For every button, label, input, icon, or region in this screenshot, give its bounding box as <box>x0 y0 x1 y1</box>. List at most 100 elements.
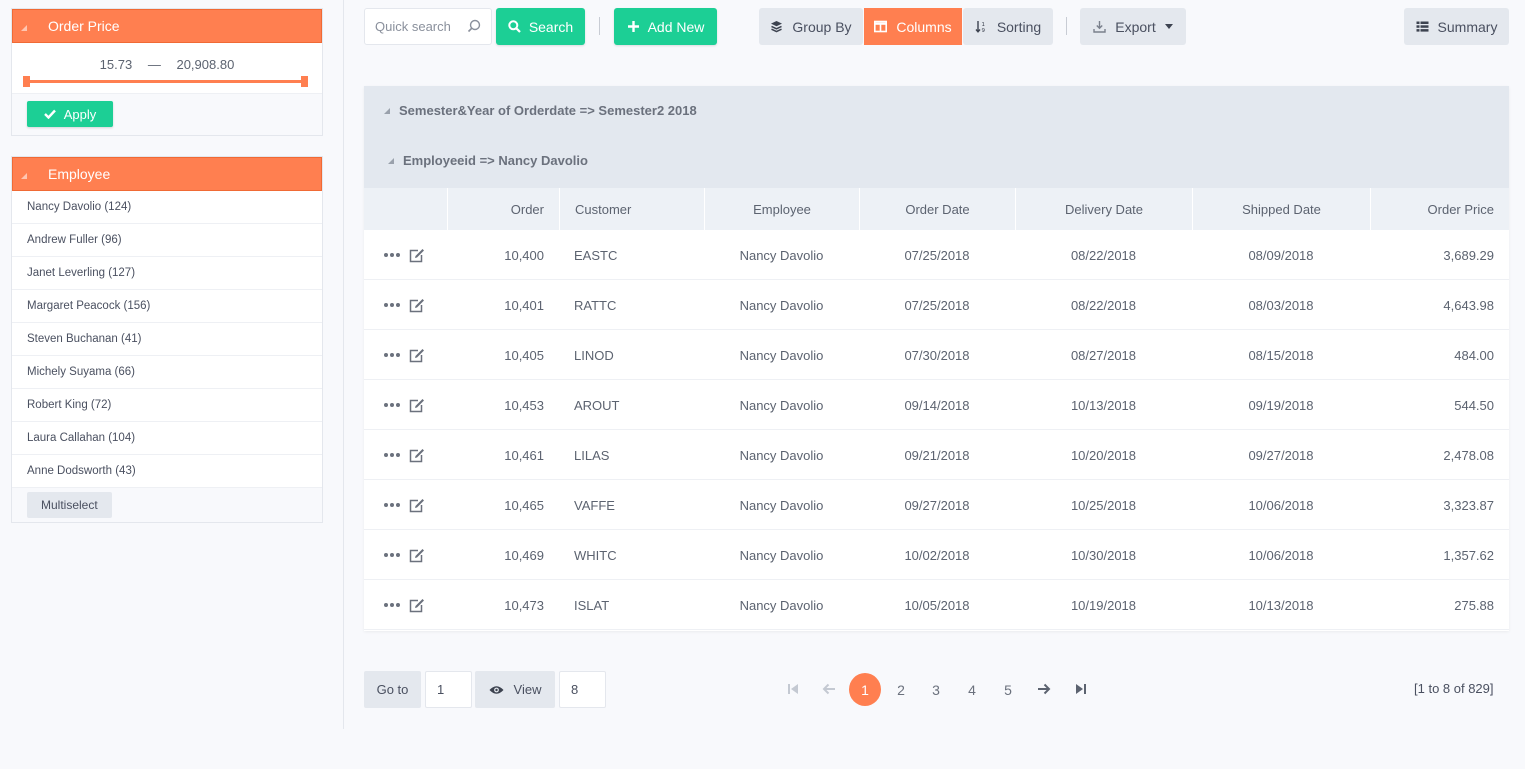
page-2-button[interactable]: 2 <box>897 681 905 698</box>
more-options-icon[interactable] <box>384 303 400 307</box>
edit-icon[interactable] <box>409 298 425 313</box>
goto-page-input[interactable]: 1 <box>425 671 472 708</box>
table-row[interactable]: 10,473 ISLAT Nancy Davolio 10/05/2018 10/19/… <box>364 580 1509 630</box>
page-size-input[interactable]: 8 <box>559 671 606 708</box>
table-row[interactable]: 10,400 EASTC Nancy Davolio 07/25/2018 08/22/… <box>364 230 1509 280</box>
customer-cell: ISLAT <box>574 597 610 613</box>
employee-item[interactable]: Steven Buchanan (41) <box>12 323 322 356</box>
column-header-order[interactable]: Order <box>447 188 559 230</box>
view-button-label: View <box>513 682 542 697</box>
row-tools-cell <box>364 530 447 580</box>
more-options-icon[interactable] <box>384 603 400 607</box>
employee-item[interactable]: Anne Dodsworth (43) <box>12 455 322 488</box>
employee-cell: Nancy Davolio <box>739 347 824 363</box>
apply-button[interactable]: Apply <box>27 101 113 127</box>
more-options-icon[interactable] <box>384 503 400 507</box>
column-header-customer[interactable]: Customer <box>559 188 704 230</box>
edit-icon[interactable] <box>409 548 425 563</box>
column-header-employee[interactable]: Employee <box>704 188 859 230</box>
order-cell: 10,405 <box>504 347 544 363</box>
search-icon[interactable] <box>467 19 481 33</box>
table-row[interactable]: 10,405 LINOD Nancy Davolio 07/30/2018 08/27/… <box>364 330 1509 380</box>
group-by-button[interactable]: Group By <box>759 8 863 45</box>
price-slider-track[interactable] <box>26 80 306 83</box>
edit-icon[interactable] <box>409 248 425 263</box>
price-slider-max-handle[interactable] <box>301 76 308 87</box>
page-1-button[interactable]: 1 <box>849 673 881 706</box>
order-date-cell: 07/25/2018 <box>904 247 970 263</box>
table-row[interactable]: 10,469 WHITC Nancy Davolio 10/02/2018 10/30/… <box>364 530 1509 580</box>
row-tools-cell <box>364 230 447 280</box>
download-icon <box>1093 21 1106 33</box>
employee-cell: Nancy Davolio <box>739 297 824 313</box>
multiselect-button[interactable]: Multiselect <box>27 492 112 518</box>
customer-cell: LINOD <box>574 347 614 363</box>
employee-item[interactable]: Laura Callahan (104) <box>12 422 322 455</box>
summary-button[interactable]: Summary <box>1404 8 1509 45</box>
next-page-icon[interactable] <box>1036 681 1052 697</box>
more-options-icon[interactable] <box>384 453 400 457</box>
page-3-button[interactable]: 3 <box>932 681 940 698</box>
column-header-order-date[interactable]: Order Date <box>859 188 1015 230</box>
collapse-triangle-icon[interactable] <box>21 173 27 179</box>
employee-filter-title: Employee <box>48 166 111 182</box>
collapse-triangle-icon[interactable] <box>388 157 394 164</box>
employee-item[interactable]: Michely Suyama (66) <box>12 356 322 389</box>
employee-item[interactable]: Margaret Peacock (156) <box>12 290 322 323</box>
group-header-semester-label: Semester&Year of Orderdate => Semester2 … <box>399 103 697 118</box>
table-row[interactable]: 10,461 LILAS Nancy Davolio 09/21/2018 10/20/… <box>364 430 1509 480</box>
employee-filter-header[interactable]: Employee <box>12 157 322 191</box>
export-dropdown[interactable]: Export <box>1080 8 1186 45</box>
order-price-filter-header[interactable]: Order Price <box>12 9 322 43</box>
columns-button[interactable]: Columns <box>864 8 962 45</box>
edit-icon[interactable] <box>409 448 425 463</box>
more-options-icon[interactable] <box>384 353 400 357</box>
more-options-icon[interactable] <box>384 253 400 257</box>
shipped-date-cell: 08/15/2018 <box>1248 347 1314 363</box>
employee-item[interactable]: Andrew Fuller (96) <box>12 224 322 257</box>
edit-icon[interactable] <box>409 598 425 613</box>
add-new-button[interactable]: Add New <box>614 8 717 45</box>
layers-icon <box>771 21 783 33</box>
page-5-button[interactable]: 5 <box>1004 681 1012 698</box>
employee-item[interactable]: Robert King (72) <box>12 389 322 422</box>
search-button[interactable]: Search <box>496 8 585 45</box>
table-row[interactable]: 10,465 VAFFE Nancy Davolio 09/27/2018 10/25/… <box>364 480 1509 530</box>
employee-cell: Nancy Davolio <box>739 497 824 513</box>
employee-item[interactable]: Janet Leverling (127) <box>12 257 322 290</box>
previous-page-icon[interactable] <box>821 681 837 697</box>
price-slider-min-handle[interactable] <box>23 76 30 87</box>
order-date-cell: 09/27/2018 <box>904 497 970 513</box>
order-cell: 10,469 <box>504 547 544 563</box>
add-new-button-label: Add New <box>647 18 705 35</box>
collapse-triangle-icon[interactable] <box>384 107 390 114</box>
edit-icon[interactable] <box>409 348 425 363</box>
edit-icon[interactable] <box>409 398 425 413</box>
shipped-date-cell: 08/09/2018 <box>1248 247 1314 263</box>
column-header-delivery-date[interactable]: Delivery Date <box>1015 188 1192 230</box>
employee-item[interactable]: Nancy Davolio (124) <box>12 191 322 224</box>
divider <box>12 93 322 94</box>
more-options-icon[interactable] <box>384 553 400 557</box>
more-options-icon[interactable] <box>384 403 400 407</box>
table-row[interactable]: 10,401 RATTC Nancy Davolio 07/25/2018 08/22/… <box>364 280 1509 330</box>
column-header-order-price[interactable]: Order Price <box>1370 188 1509 230</box>
quick-search-input[interactable]: Quick search <box>364 8 492 45</box>
edit-icon[interactable] <box>409 498 425 513</box>
group-header-employee[interactable]: Employeeid => Nancy Davolio <box>388 153 588 168</box>
order-price-filter-title: Order Price <box>48 18 120 34</box>
group-header-semester[interactable]: Semester&Year of Orderdate => Semester2 … <box>384 103 697 118</box>
order-cell: 10,453 <box>504 397 544 413</box>
group-header-band: Semester&Year of Orderdate => Semester2 … <box>364 86 1509 188</box>
goto-button[interactable]: Go to <box>364 671 421 708</box>
view-button[interactable]: View <box>475 671 555 708</box>
customer-cell: VAFFE <box>574 497 615 513</box>
shipped-date-cell: 10/13/2018 <box>1248 597 1314 613</box>
last-page-icon[interactable] <box>1073 681 1089 697</box>
page-4-button[interactable]: 4 <box>968 681 976 698</box>
column-header-shipped-date[interactable]: Shipped Date <box>1192 188 1370 230</box>
first-page-icon[interactable] <box>785 681 801 697</box>
collapse-triangle-icon[interactable] <box>21 25 27 31</box>
table-row[interactable]: 10,453 AROUT Nancy Davolio 09/14/2018 10/13/… <box>364 380 1509 430</box>
